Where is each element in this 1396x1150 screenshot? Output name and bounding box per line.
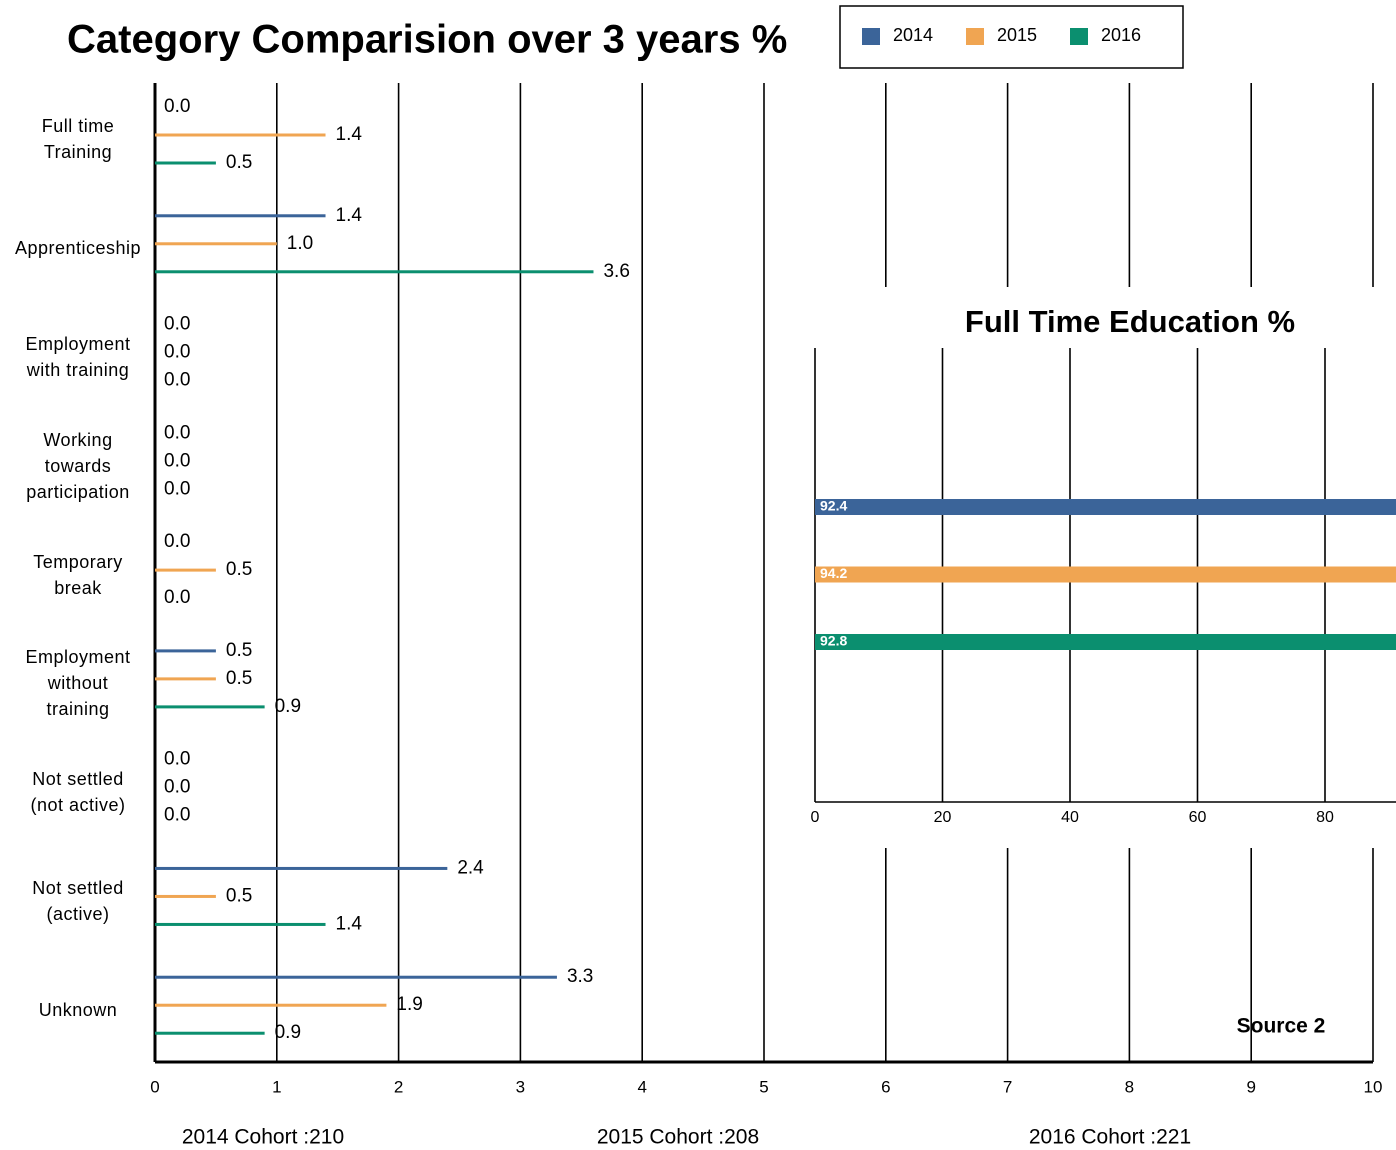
x-tick-label: 10 bbox=[1364, 1077, 1383, 1096]
value-label: 0.0 bbox=[164, 587, 190, 608]
bar bbox=[155, 242, 277, 246]
value-label: 1.4 bbox=[336, 124, 363, 145]
category-label: Temporary break bbox=[33, 551, 123, 598]
bar bbox=[155, 1031, 265, 1035]
x-tick-label: 0 bbox=[150, 1077, 159, 1096]
source: Source 2 bbox=[1237, 1015, 1326, 1038]
cohort-label: 2015 Cohort :208 bbox=[597, 1126, 759, 1149]
legend-label: 2016 bbox=[1101, 25, 1141, 45]
chart-title: Category Comparision over 3 years % bbox=[67, 18, 787, 62]
x-tick-label: 4 bbox=[637, 1077, 646, 1096]
x-tick-label: 1 bbox=[272, 1077, 281, 1096]
legend-swatch bbox=[966, 28, 984, 45]
value-label: 0.0 bbox=[164, 450, 190, 471]
value-label: 0.5 bbox=[226, 559, 252, 580]
bar bbox=[155, 133, 326, 137]
value-label: 0.5 bbox=[226, 885, 252, 906]
legend-swatch bbox=[1070, 28, 1088, 45]
value-label: 3.3 bbox=[567, 966, 593, 987]
inset-title: Full Time Education % bbox=[965, 304, 1295, 339]
bar bbox=[155, 677, 216, 681]
value-label: 2.4 bbox=[457, 857, 484, 878]
bar bbox=[155, 922, 326, 926]
value-label: 0.0 bbox=[164, 314, 190, 335]
value-label: 0.0 bbox=[164, 805, 190, 826]
x-tick-label: 60 bbox=[1189, 809, 1207, 826]
value-label: 0.9 bbox=[275, 696, 301, 717]
bar bbox=[155, 270, 594, 274]
value-label: 0.0 bbox=[164, 370, 190, 391]
bar bbox=[155, 975, 557, 979]
x-tick-label: 0 bbox=[811, 809, 820, 826]
bar bbox=[155, 568, 216, 572]
value-label: 1.0 bbox=[287, 233, 313, 254]
value-label: 3.6 bbox=[603, 261, 629, 282]
value-label: 0.0 bbox=[164, 749, 190, 770]
x-tick-label: 7 bbox=[1003, 1077, 1012, 1096]
x-tick-label: 2 bbox=[394, 1077, 403, 1096]
value-label: 1.9 bbox=[396, 994, 422, 1015]
legend-label: 2014 bbox=[893, 25, 933, 45]
category-label: Working towards participation bbox=[26, 429, 130, 502]
legend-box bbox=[839, 5, 1184, 69]
bar bbox=[815, 634, 1396, 650]
category-label: Employment without training bbox=[25, 647, 131, 720]
x-tick-label: 8 bbox=[1125, 1077, 1134, 1096]
bar bbox=[815, 566, 1396, 583]
legend-swatch bbox=[862, 28, 880, 45]
value-label: 0.0 bbox=[164, 777, 190, 798]
value-label: 1.4 bbox=[336, 205, 363, 226]
bar bbox=[155, 649, 216, 653]
value-label: 94.2 bbox=[820, 565, 847, 581]
value-label: 0.9 bbox=[275, 1022, 301, 1043]
value-label: 0.0 bbox=[164, 342, 190, 363]
category-label: Not settled (active) bbox=[32, 877, 124, 924]
x-tick-label: 5 bbox=[759, 1077, 768, 1096]
bar bbox=[155, 1003, 387, 1007]
bar bbox=[155, 161, 216, 165]
legend-label: 2015 bbox=[997, 25, 1037, 45]
value-label: 0.5 bbox=[226, 640, 252, 661]
category-label: Not settled (not active) bbox=[30, 769, 126, 816]
bar bbox=[155, 705, 265, 709]
category-label: Unknown bbox=[38, 999, 118, 1020]
x-tick-label: 3 bbox=[516, 1077, 525, 1096]
bar bbox=[155, 866, 448, 870]
value-label: 0.0 bbox=[164, 96, 190, 117]
value-label: 0.5 bbox=[226, 668, 252, 689]
cohort-label: 2016 Cohort :221 bbox=[1029, 1126, 1191, 1149]
category-label: Apprenticeship bbox=[14, 238, 142, 259]
category-label: Full time Training bbox=[41, 116, 115, 163]
x-tick-label: 6 bbox=[881, 1077, 890, 1096]
value-label: 92.8 bbox=[820, 633, 847, 649]
value-label: 0.0 bbox=[164, 422, 190, 443]
x-tick-label: 40 bbox=[1061, 809, 1079, 826]
x-tick-label: 9 bbox=[1246, 1077, 1255, 1096]
value-label: 0.0 bbox=[164, 478, 190, 499]
bar bbox=[155, 894, 216, 898]
value-label: 92.4 bbox=[820, 498, 847, 514]
value-label: 1.4 bbox=[336, 913, 363, 934]
value-label: 0.0 bbox=[164, 531, 190, 552]
bar bbox=[815, 499, 1396, 515]
value-label: 0.5 bbox=[226, 152, 252, 173]
cohort-label: 2014 Cohort :210 bbox=[182, 1126, 344, 1149]
bar bbox=[155, 214, 326, 218]
x-tick-label: 80 bbox=[1316, 809, 1334, 826]
category-label: Employment with training bbox=[25, 333, 131, 380]
x-tick-label: 20 bbox=[934, 809, 952, 826]
